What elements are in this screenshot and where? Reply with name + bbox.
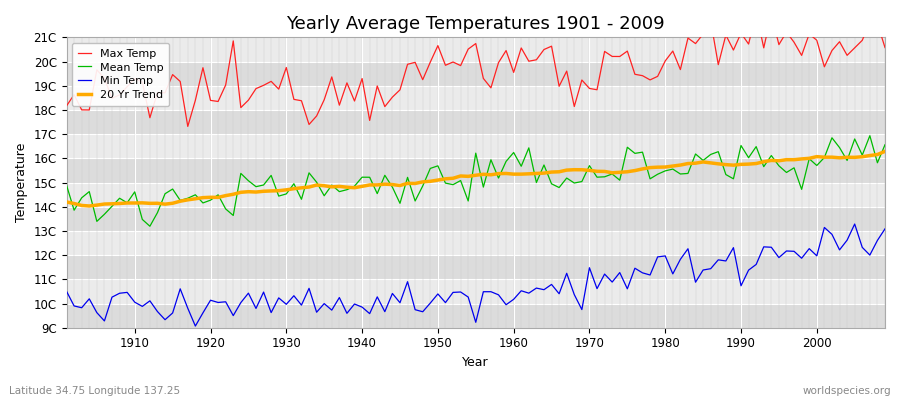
Mean Temp <box>516 164 526 169</box>
Mean Temp <box>879 142 890 147</box>
Min Temp <box>296 303 307 308</box>
Min Temp <box>879 226 890 231</box>
Min Temp <box>341 311 352 316</box>
Max Temp <box>341 80 352 85</box>
Min Temp <box>850 222 860 226</box>
Bar <box>67 255 885 279</box>
Mean Temp <box>61 183 72 188</box>
Min Temp <box>122 290 132 295</box>
Max Temp <box>61 104 72 108</box>
Min Temp <box>607 280 617 284</box>
Mean Temp <box>508 150 519 155</box>
Line: Min Temp: Min Temp <box>67 224 885 326</box>
Mean Temp <box>607 172 617 176</box>
Max Temp <box>607 54 617 59</box>
Text: worldspecies.org: worldspecies.org <box>803 386 891 396</box>
Max Temp <box>879 45 890 50</box>
Bar <box>67 304 885 328</box>
Bar <box>67 158 885 182</box>
Max Temp <box>122 84 132 89</box>
Y-axis label: Temperature: Temperature <box>15 143 28 222</box>
Bar <box>67 62 885 86</box>
20 Yr Trend <box>61 200 72 204</box>
Max Temp <box>183 124 194 129</box>
Line: 20 Yr Trend: 20 Yr Trend <box>67 151 885 206</box>
X-axis label: Year: Year <box>463 356 489 369</box>
Min Temp <box>516 288 526 293</box>
Bar <box>67 86 885 110</box>
20 Yr Trend <box>341 185 352 190</box>
Bar <box>67 182 885 207</box>
Mean Temp <box>145 224 156 229</box>
Text: Latitude 34.75 Longitude 137.25: Latitude 34.75 Longitude 137.25 <box>9 386 180 396</box>
Mean Temp <box>122 200 132 205</box>
Max Temp <box>296 98 307 103</box>
Min Temp <box>190 324 201 328</box>
Max Temp <box>508 70 519 75</box>
Bar <box>67 134 885 158</box>
Mean Temp <box>864 133 875 138</box>
20 Yr Trend <box>508 172 519 176</box>
20 Yr Trend <box>296 186 307 190</box>
20 Yr Trend <box>84 204 94 208</box>
20 Yr Trend <box>607 170 617 175</box>
Max Temp <box>516 46 526 50</box>
Mean Temp <box>341 187 352 192</box>
Legend: Max Temp, Mean Temp, Min Temp, 20 Yr Trend: Max Temp, Mean Temp, Min Temp, 20 Yr Tre… <box>72 43 169 106</box>
Bar <box>67 207 885 231</box>
Mean Temp <box>296 197 307 202</box>
Bar <box>67 231 885 255</box>
Min Temp <box>61 289 72 294</box>
Title: Yearly Average Temperatures 1901 - 2009: Yearly Average Temperatures 1901 - 2009 <box>286 15 665 33</box>
20 Yr Trend <box>879 149 890 154</box>
20 Yr Trend <box>130 200 140 205</box>
20 Yr Trend <box>516 172 526 176</box>
Bar <box>67 110 885 134</box>
Line: Mean Temp: Mean Temp <box>67 136 885 226</box>
Max Temp <box>751 10 761 15</box>
Bar <box>67 37 885 62</box>
Line: Max Temp: Max Temp <box>67 12 885 126</box>
Bar <box>67 279 885 304</box>
Min Temp <box>508 297 519 302</box>
